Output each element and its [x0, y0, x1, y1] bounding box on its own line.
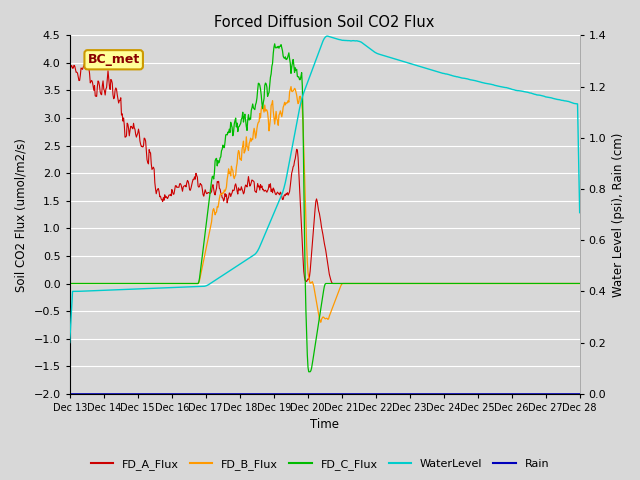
Text: BC_met: BC_met: [88, 53, 140, 66]
Y-axis label: Water Level (psi), Rain (cm): Water Level (psi), Rain (cm): [612, 132, 625, 297]
Title: Forced Diffusion Soil CO2 Flux: Forced Diffusion Soil CO2 Flux: [214, 15, 435, 30]
X-axis label: Time: Time: [310, 419, 339, 432]
Y-axis label: Soil CO2 Flux (umol/m2/s): Soil CO2 Flux (umol/m2/s): [15, 138, 28, 291]
Legend: FD_A_Flux, FD_B_Flux, FD_C_Flux, WaterLevel, Rain: FD_A_Flux, FD_B_Flux, FD_C_Flux, WaterLe…: [86, 455, 554, 474]
